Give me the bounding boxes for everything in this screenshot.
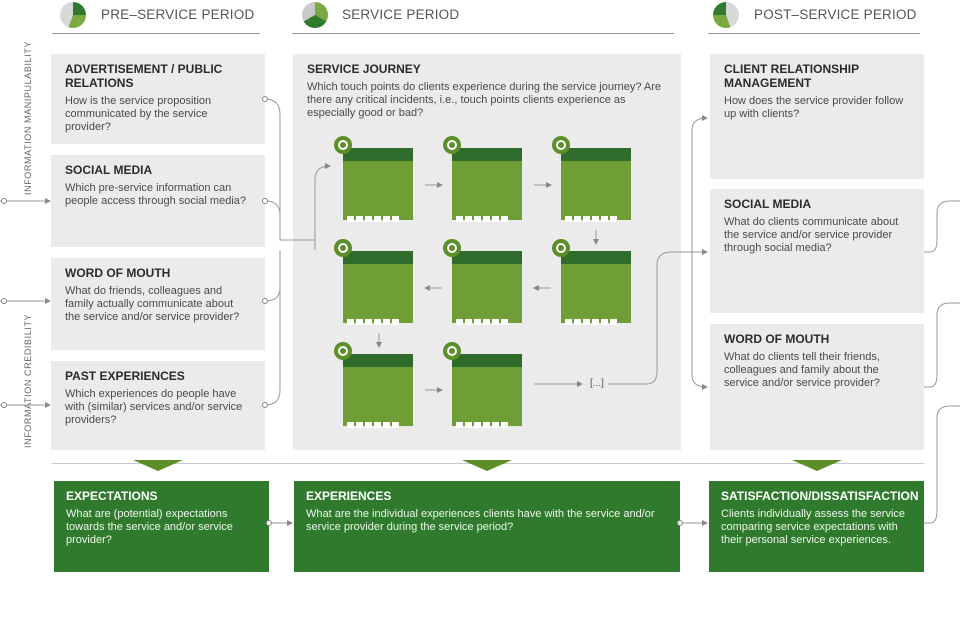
pre-box-past-experiences: PAST EXPERIENCES Which experiences do pe…: [51, 361, 265, 450]
touch-point-badge: [334, 342, 352, 360]
outcome-satisfaction-title: SATISFACTION/DISSATISFACTION: [721, 489, 919, 503]
post-box-crm-title: CLIENT RELATIONSHIP MANAGEMENT: [724, 62, 859, 90]
post-box-social-media-text: What do clients communicate about the se…: [724, 216, 899, 254]
touch-point-badge: [334, 239, 352, 257]
pre-box-word-of-mouth-title: WORD OF MOUTH: [65, 266, 171, 280]
post-service-icon: [713, 2, 739, 28]
right-loop: [924, 405, 960, 524]
touch-point-screen: [561, 251, 631, 325]
right-loop: [924, 302, 960, 388]
pre-box-social-media-text: Which pre-service information can people…: [65, 182, 247, 207]
pre-service-period-label: PRE–SERVICE PERIOD: [101, 7, 255, 22]
down-arrow-post: [792, 460, 842, 471]
down-arrow-service: [462, 460, 512, 471]
touch-point-badge: [552, 136, 570, 154]
pre-box-past-experiences-text: Which experiences do people have with (s…: [65, 388, 243, 426]
service-icon: [302, 2, 328, 28]
pre-bracket: [264, 98, 315, 241]
service-period-label: SERVICE PERIOD: [342, 7, 460, 22]
pre-box-advertisement: ADVERTISEMENT / PUBLIC RELATIONS How is …: [51, 54, 265, 144]
post-bracket: [691, 252, 708, 390]
outcome-experiences-title: EXPERIENCES: [306, 489, 392, 503]
pre-box-advertisement-text: How is the service proposition communica…: [65, 95, 212, 133]
post-box-word-of-mouth-text: What do clients tell their friends, coll…: [724, 351, 880, 389]
post-service-period-label: POST–SERVICE PERIOD: [754, 7, 917, 22]
pre-to-journey: [314, 163, 331, 250]
service-period-arrow-line: [292, 33, 674, 34]
pre-box-social-media-title: SOCIAL MEDIA: [65, 163, 153, 177]
outcome-experiences-text: What are the individual experiences clie…: [306, 508, 655, 533]
touch-point-screen: [561, 148, 631, 222]
service-journey-text: Which touch points do clients experience…: [307, 81, 662, 119]
touch-point-screen: [343, 148, 413, 222]
outcome-experiences: EXPERIENCES What are the individual expe…: [294, 481, 680, 572]
post-bracket: [691, 115, 708, 252]
touch-point-badge: [334, 136, 352, 154]
pre-box-word-of-mouth-text: What do friends, colleagues and family a…: [65, 285, 240, 323]
post-box-crm: CLIENT RELATIONSHIP MANAGEMENT How does …: [710, 54, 924, 179]
outcome-expectations-title: EXPECTATIONS: [66, 489, 158, 503]
post-box-crm-text: How does the service provider follow up …: [724, 95, 904, 120]
outcome-satisfaction: SATISFACTION/DISSATISFACTION Clients ind…: [709, 481, 924, 572]
pre-box-past-experiences-title: PAST EXPERIENCES: [65, 369, 185, 383]
touch-point-screen: [452, 354, 522, 428]
pre-bracket: [264, 250, 281, 406]
outcome-expectations: EXPECTATIONS What are (potential) expect…: [54, 481, 269, 572]
journey-ellipsis: [...]: [590, 378, 604, 389]
pre-box-word-of-mouth: WORD OF MOUTH What do friends, colleague…: [51, 258, 265, 350]
pre-box-social-media: SOCIAL MEDIA Which pre-service informati…: [51, 155, 265, 247]
post-box-social-media: SOCIAL MEDIA What do clients communicate…: [710, 189, 924, 313]
touch-point-screen: [343, 251, 413, 325]
right-loop: [924, 200, 960, 253]
touch-point-screen: [452, 148, 522, 222]
pre-service-icon: [60, 2, 86, 28]
post-box-word-of-mouth: WORD OF MOUTH What do clients tell their…: [710, 324, 924, 450]
pre-box-advertisement-title: ADVERTISEMENT / PUBLIC RELATIONS: [65, 62, 223, 90]
pre-bracket: [264, 200, 281, 216]
touch-point-badge: [552, 239, 570, 257]
down-arrow-pre: [133, 460, 183, 471]
outcome-expectations-text: What are (potential) expectations toward…: [66, 508, 233, 546]
post-box-social-media-title: SOCIAL MEDIA: [724, 197, 812, 211]
outcome-satisfaction-text: Clients individually assess the service …: [721, 508, 906, 546]
touch-point-badge: [443, 136, 461, 154]
journey-to-post: [608, 251, 692, 385]
touch-point-badge: [443, 239, 461, 257]
touch-point-screen: [343, 354, 413, 428]
pre-period-arrow-line: [52, 33, 260, 34]
post-period-arrow-line: [708, 33, 920, 34]
touch-point-badge: [443, 342, 461, 360]
service-journey-title: SERVICE JOURNEY: [307, 62, 421, 76]
post-box-word-of-mouth-title: WORD OF MOUTH: [724, 332, 830, 346]
touch-point-screen: [452, 251, 522, 325]
